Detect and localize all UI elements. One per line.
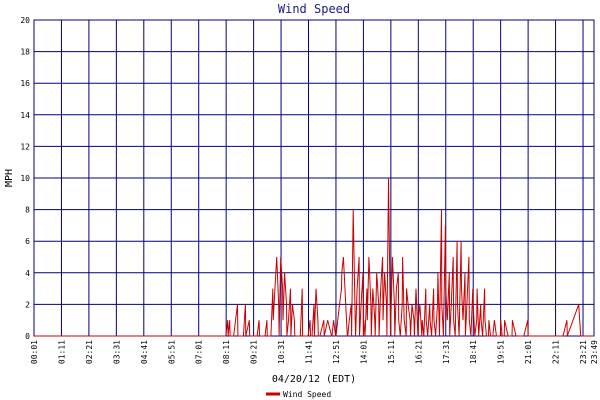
x-tick-label: 19:51: [497, 340, 506, 364]
x-axis-ticks: 00:01 01:11 02:21 03:31 04:41 05:51 07:01 08:11…: [30, 340, 599, 364]
grid: [33, 19, 595, 337]
x-tick-label: 01:11: [57, 340, 66, 364]
x-tick-label: 23:49: [590, 340, 599, 364]
y-tick-label: 18: [20, 48, 30, 57]
x-tick-label: 04:41: [140, 340, 149, 364]
x-tick-label: 02:21: [85, 340, 94, 364]
y-tick-label: 12: [20, 142, 30, 151]
x-tick-label: 09:21: [250, 340, 259, 364]
y-tick-label: 10: [20, 174, 30, 183]
x-tick-label: 03:31: [112, 340, 121, 364]
x-tick-label: 12:51: [332, 340, 341, 364]
y-tick-label: 2: [25, 300, 30, 309]
x-tick-label: 10:31: [277, 340, 286, 364]
y-tick-label: 14: [20, 111, 30, 120]
y-tick-label: 8: [25, 206, 30, 215]
x-tick-label: 17:31: [442, 340, 451, 364]
x-tick-label: 23:21: [579, 340, 588, 364]
x-tick-label: 21:01: [524, 340, 533, 364]
legend: Wind Speed: [266, 390, 331, 399]
chart-title: Wind Speed: [278, 2, 350, 16]
x-tick-label: 00:01: [30, 340, 39, 364]
y-tick-label: 0: [25, 332, 30, 341]
x-tick-label: 18:41: [469, 340, 478, 364]
series-line-wind-speed: [34, 177, 594, 337]
x-axis-label: 04/20/12 (EDT): [272, 374, 356, 385]
y-axis-label: MPH: [4, 169, 15, 187]
x-tick-label: 11:41: [305, 340, 314, 364]
x-tick-label: 14:01: [359, 340, 368, 364]
legend-label: Wind Speed: [283, 390, 331, 399]
y-tick-label: 20: [20, 16, 30, 25]
x-tick-label: 05:51: [167, 340, 176, 364]
x-tick-label: 07:01: [195, 340, 204, 364]
x-tick-label: 08:11: [222, 340, 231, 364]
x-tick-label: 16:21: [414, 340, 423, 364]
y-tick-label: 16: [20, 79, 30, 88]
series-area: [34, 177, 594, 337]
y-axis-ticks: 0 2 4 6 8 10 12 14 16 18 20: [20, 16, 30, 341]
x-tick-label: 15:11: [387, 340, 396, 364]
y-tick-label: 6: [25, 237, 30, 246]
x-tick-label: 22:11: [552, 340, 561, 364]
y-tick-label: 4: [25, 269, 30, 278]
